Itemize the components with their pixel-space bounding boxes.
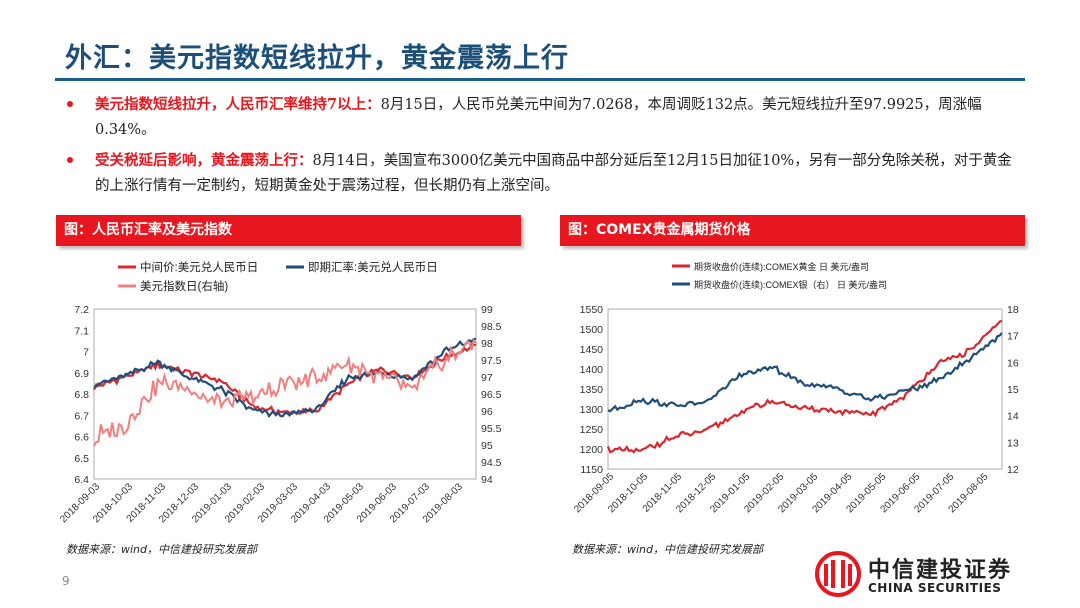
y-left-tick-label: 1200	[580, 444, 604, 456]
source-note-right: 数据来源：wind，中信建投研究发展部	[572, 543, 764, 556]
y-left-tick-label: 7	[83, 347, 89, 359]
y-right-tick-label: 13	[1007, 437, 1019, 449]
bullet-1: 美元指数短线拉升，人民币汇率维持7以上：8月15日，人民币兑美元中间为7.026…	[95, 92, 1025, 143]
y-left-tick-label: 7.2	[74, 304, 89, 316]
y-right-tick-label: 94	[481, 474, 493, 486]
chart-comex-metals: 1150 1200 1250 1300 1350 1400 1450 1500 1550 12 13…	[572, 261, 1019, 515]
y-left-tick-label: 1500	[580, 324, 604, 336]
y-right-tick-label: 15	[1007, 384, 1019, 396]
bullet-1-text: 8月15日，人民币兑美元中间为7.0268，本周调贬132点。美元短线拉升至97…	[95, 97, 982, 138]
y-left-tick-label: 1450	[580, 344, 604, 356]
plot-frame	[93, 308, 477, 480]
bullet-2-text: 8月14日，美国宣布3000亿美元中国商品中部分延后至12月15日加征10%，另…	[95, 153, 1012, 194]
legend-label-1: 中间价:美元兑人民币日	[140, 260, 258, 274]
y-right-tick-label: 98	[481, 338, 493, 350]
y-right-tick-label: 98.5	[481, 321, 502, 333]
plot-frame	[607, 308, 1003, 470]
y-right-tick-label: 94.5	[481, 457, 502, 469]
y-right-tick-label: 95.5	[481, 423, 502, 435]
y-left-tick-label: 6.4	[74, 474, 89, 486]
legend-label-3: 美元指数日(右轴)	[140, 279, 228, 293]
y-right-tick-label: 96.5	[481, 389, 502, 401]
series-line-2	[607, 332, 1003, 413]
logo-text-en: CHINA SECURITIES	[868, 581, 1002, 595]
bullet-2: 受关税延后影响，黄金震荡上行：8月14日，美国宣布3000亿美元中国商品中部分延…	[95, 148, 1025, 199]
bullet-1-lead: 美元指数短线拉升，人民币汇率维持7以上：	[95, 96, 381, 113]
logo-text-cn: 中信建投证券	[868, 558, 1013, 583]
page-title: 外汇：美元指数短线拉升，黄金震荡上行	[65, 43, 569, 74]
legend-label-2: 期货收盘价(连续):COMEX银（右） 日 美元/盎司	[694, 279, 887, 290]
series-line-1	[606, 319, 1003, 454]
y-left-tick-label: 1250	[580, 424, 604, 436]
china-securities-logo-icon	[815, 551, 861, 597]
legend-label-2: 即期汇率:美元兑人民币日	[308, 260, 438, 274]
y-left-tick-label: 1300	[580, 404, 604, 416]
y-left-tick-label: 1350	[580, 384, 604, 396]
bullet-2-lead: 受关税延后影响，黄金震荡上行：	[95, 152, 313, 169]
y-left-tick-label: 7.1	[74, 325, 89, 337]
y-right-tick-label: 97	[481, 372, 493, 384]
legend-label-1: 期货收盘价(连续):COMEX黄金 日 美元/盎司	[694, 261, 869, 272]
series-line-3	[93, 338, 477, 447]
source-note-left: 数据来源：wind，中信建投研究发展部	[66, 543, 258, 556]
y-right-tick-label: 97.5	[481, 355, 502, 367]
bullet-dot-1	[67, 101, 73, 107]
chart-rmb-usd-index: 6.4 6.5 6.6 6.7 6.8 6.9 7 7.1 7.2 94 94.5 95 95.5 96 9…	[58, 260, 502, 525]
y-right-tick-label: 96	[481, 406, 493, 418]
title-divider	[55, 78, 1025, 81]
y-right-tick-label: 99	[481, 304, 493, 316]
page-number: 9	[62, 574, 70, 588]
series-line-2	[93, 337, 477, 418]
y-left-tick-label: 6.8	[74, 389, 89, 401]
y-left-tick-label: 1400	[580, 364, 604, 376]
y-left-tick-label: 6.7	[74, 410, 89, 422]
y-right-tick-label: 18	[1007, 304, 1019, 316]
y-left-tick-label: 1550	[580, 304, 604, 316]
chart-banner-right: 图：COMEX贵金属期货价格	[560, 215, 1025, 246]
y-left-tick-label: 6.5	[74, 453, 89, 465]
y-right-tick-label: 95	[481, 440, 493, 452]
y-right-tick-label: 16	[1007, 357, 1019, 369]
y-left-tick-label: 1150	[580, 464, 603, 476]
bullet-dot-2	[67, 157, 73, 163]
y-right-tick-label: 12	[1007, 464, 1019, 476]
y-right-tick-label: 14	[1007, 411, 1019, 423]
y-right-tick-label: 17	[1007, 331, 1019, 343]
y-left-tick-label: 6.6	[74, 432, 89, 444]
y-left-tick-label: 6.9	[74, 368, 89, 380]
chart-banner-left: 图：人民币汇率及美元指数	[56, 215, 521, 246]
